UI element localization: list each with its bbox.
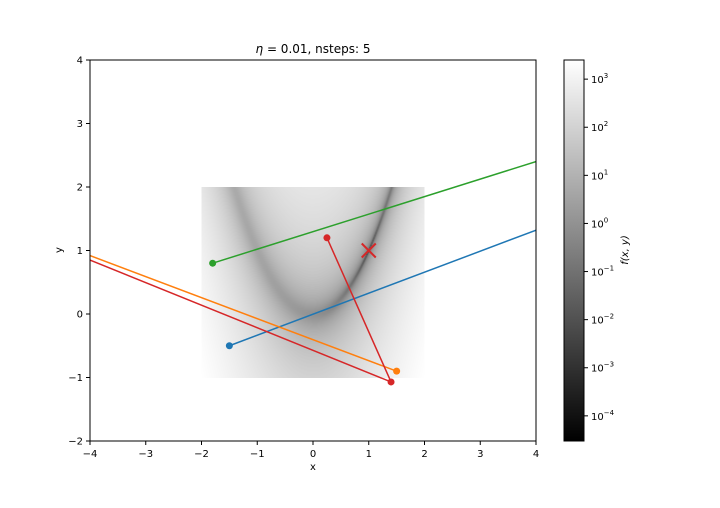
start-point-4 [323,234,331,242]
x-tick-label: −4 [83,449,98,460]
y-tick-label: −1 [68,373,83,384]
colorbar-tick-label: 10−3 [591,361,614,375]
trajectory-line-2 [90,254,397,372]
y-tick-label: 4 [77,56,83,67]
chart-title: η = 0.01, nsteps: 5 [256,42,371,56]
start-point-3 [209,259,217,267]
colorbar [564,60,584,441]
colorbar-tick-label: 103 [591,72,608,86]
x-tick-label: 2 [421,449,427,460]
x-tick-label: −3 [138,449,153,460]
y-tick-label: −2 [68,437,83,448]
colorbar-tick-label: 101 [591,168,608,182]
series-layer [90,160,536,386]
title-text: = 0.01, nsteps: 5 [263,42,370,56]
start-point-2 [393,367,401,375]
y-tick-label: 3 [77,119,83,130]
colorbar-tick-label: 10−1 [591,265,614,279]
colorbar-tick-label: 10−2 [591,313,614,327]
x-axis-label: x [310,462,316,473]
colorbar-ticks: 103 102 101 100 10−1 10−2 10−3 10−4 [584,72,615,423]
y-axis-ticks: −2 −1 0 1 2 3 4 [68,56,90,448]
colorbar-tick-label: 10−4 [591,409,615,423]
title-symbol: η [256,42,264,56]
y-tick-label: 1 [77,246,83,257]
x-tick-label: −1 [250,449,265,460]
x-axis-ticks: −4 −3 −2 −1 0 1 2 3 4 [83,441,539,460]
colorbar-label: f(x, y) [620,235,631,265]
x-tick-label: 0 [310,449,316,460]
y-axis-label: y [54,247,65,253]
y-tick-label: 2 [77,183,83,194]
trajectory-line-1 [229,229,536,347]
step-point-4 [387,378,395,386]
heatmap-image [201,187,425,378]
minimum-marker [361,242,377,259]
start-point-1 [225,342,233,350]
trajectory-line-3 [212,160,536,264]
y-tick-label: 0 [77,310,83,321]
colorbar-frame [563,59,585,442]
colorbar-tick-label: 100 [591,216,608,230]
colorbar-tick-label: 102 [591,120,608,134]
x-tick-label: 3 [477,449,483,460]
x-tick-label: −2 [194,449,209,460]
x-tick-label: 4 [533,449,539,460]
marker-layer [361,242,377,259]
x-tick-label: 1 [366,449,372,460]
